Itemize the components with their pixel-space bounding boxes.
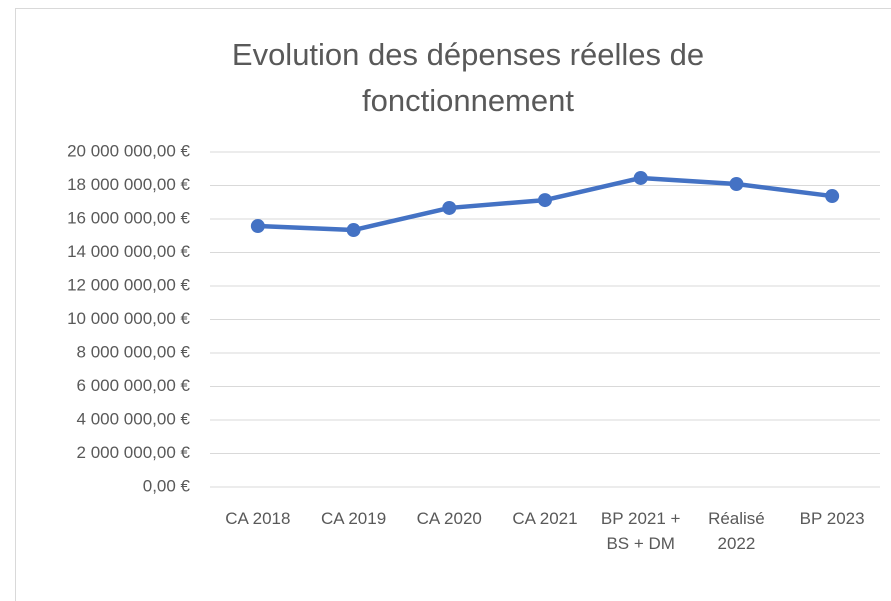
- marker: [825, 189, 840, 204]
- chart-title: Evolution des dépenses réelles de foncti…: [231, 37, 705, 118]
- x-tick-label: BP 2023: [799, 509, 865, 528]
- marker: [633, 170, 648, 185]
- marker: [729, 176, 744, 191]
- x-tick-label: CA 2019: [320, 509, 387, 528]
- marker: [250, 219, 265, 234]
- x-tick-label: BP 2021 + BS + DM: [600, 509, 681, 553]
- marker: [538, 193, 552, 208]
- y-tick-label: 8 000 000,00 €: [77, 342, 191, 361]
- x-tick-label: CA 2021: [512, 509, 578, 528]
- y-tick-label: 4 000 000,00 €: [77, 409, 191, 428]
- x-tick-label: CA 2018: [225, 509, 291, 528]
- marker: [442, 200, 457, 215]
- y-tick-label: 16 000 000,00 €: [67, 208, 190, 227]
- y-tick-label: 12 000 000,00 €: [67, 275, 190, 294]
- chart-border: [15, 8, 891, 601]
- y-tick-label: 20 000 000,00 €: [67, 141, 190, 160]
- y-tick-label: 2 000 000,00 €: [77, 443, 191, 462]
- y-tick-label: 14 000 000,00 €: [67, 242, 190, 261]
- y-tick-label: 0,00 €: [143, 476, 191, 495]
- y-tick-label: 18 000 000,00 €: [67, 175, 190, 194]
- marker: [346, 223, 361, 238]
- x-tick-label: Réalisé 2022: [708, 509, 765, 553]
- x-tick-label: CA 2020: [416, 509, 482, 528]
- y-tick-label: 10 000 000,00 €: [67, 309, 190, 328]
- y-tick-label: 6 000 000,00 €: [77, 376, 191, 395]
